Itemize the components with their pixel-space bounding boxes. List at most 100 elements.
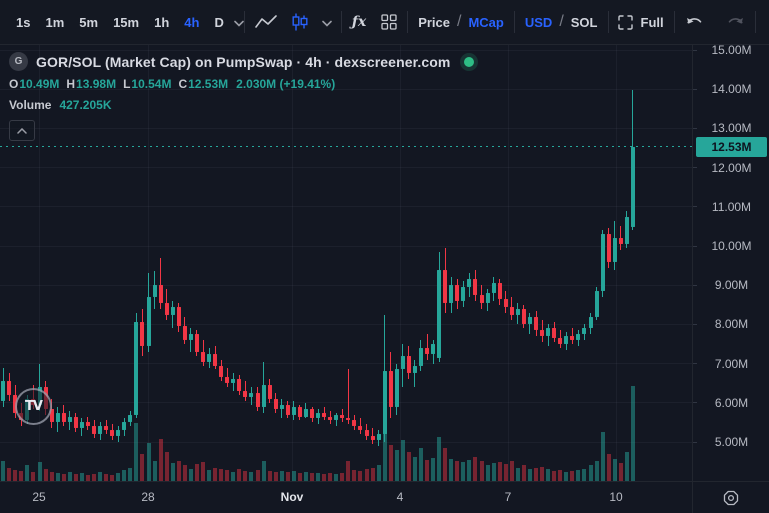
volume-bar	[473, 456, 478, 481]
volume-bar	[412, 456, 417, 481]
candle-body	[316, 412, 321, 419]
chart-type-dropdown-chevron[interactable]	[322, 18, 332, 27]
volume-bar	[152, 460, 157, 481]
volume-bar	[400, 439, 405, 481]
candle-body	[418, 347, 423, 366]
candle-body	[370, 436, 375, 441]
candle-body	[394, 369, 399, 407]
candlestick-chart-type-button[interactable]	[291, 13, 309, 31]
interval-button-5m[interactable]: 5m	[79, 14, 99, 30]
candle-body	[431, 344, 436, 354]
interval-button-15m[interactable]: 15m	[113, 14, 140, 30]
candle-body	[152, 285, 157, 297]
candle-body	[158, 285, 163, 303]
chart-pane[interactable]	[0, 45, 692, 481]
sol-toggle-option[interactable]: SOL	[570, 14, 598, 30]
mcap-toggle-option[interactable]: MCap	[468, 14, 504, 30]
price-axis-label: 8.00M	[714, 317, 749, 332]
axis-corner	[692, 481, 769, 513]
interval-button-D[interactable]: D	[214, 14, 224, 30]
candle-body	[92, 426, 97, 435]
volume-bar	[582, 468, 587, 481]
volume-bar	[346, 460, 351, 481]
gridline-horizontal	[0, 206, 692, 208]
tradingview-logo-glyph: TV	[25, 399, 43, 414]
chart-settings-button[interactable]	[722, 489, 740, 507]
price-axis-label: 13.00M	[711, 121, 752, 136]
toggle-separator: /	[457, 13, 462, 30]
candle-body	[594, 291, 599, 317]
usd-sol-toggle[interactable]: USD / SOL	[515, 13, 608, 31]
volume-bar	[552, 470, 557, 481]
price-axis[interactable]: 15.00M 14.00M 13.00M 12.00M 11.00M 10.00M 9.00…	[692, 45, 769, 481]
candle-body	[340, 414, 345, 419]
candle-body	[310, 408, 314, 419]
interval-group: 1s 1m 5m 15m 1h 4h D	[6, 14, 234, 31]
candle-body	[509, 306, 514, 315]
interval-button-1s[interactable]: 1s	[16, 14, 31, 30]
current-price-badge: 12.53M	[696, 136, 767, 157]
undo-arrow-icon	[686, 18, 701, 24]
volume-bar	[364, 468, 369, 481]
interval-button-1h[interactable]: 1h	[154, 14, 170, 30]
volume-bar	[98, 472, 103, 481]
current-price-line	[0, 146, 692, 148]
candle-body	[104, 426, 109, 431]
volume-bar	[394, 449, 399, 481]
volume-bar	[540, 466, 545, 481]
tradingview-logo[interactable]: TV	[15, 388, 52, 425]
volume-bar	[606, 454, 611, 481]
candle-body	[400, 355, 405, 370]
candle-body	[182, 326, 187, 341]
interval-button-4h[interactable]: 4h	[184, 14, 200, 30]
candle-body	[527, 316, 532, 325]
line-chart-type-button[interactable]	[254, 15, 278, 29]
volume-bar	[176, 460, 181, 481]
candle-body	[134, 322, 139, 415]
indicators-button[interactable]: ƒx	[351, 14, 367, 30]
gridline-vertical	[39, 45, 40, 481]
price-mcap-toggle[interactable]: Price / MCap	[408, 13, 514, 31]
interval-dropdown-chevron[interactable]	[234, 18, 244, 27]
usd-toggle-option[interactable]: USD	[524, 14, 553, 30]
fullscreen-button[interactable]: Full	[609, 14, 674, 31]
ohlc-close: C12.53M	[178, 77, 229, 91]
time-axis[interactable]: 25 28 Nov 4 7 10	[0, 481, 692, 513]
candle-body	[534, 316, 539, 331]
redo-button[interactable]	[725, 15, 746, 29]
gridline-horizontal	[0, 167, 692, 169]
volume-bar	[13, 469, 18, 481]
candle-body	[582, 328, 587, 335]
volume-bar	[225, 469, 230, 481]
volume-bar	[303, 472, 308, 481]
volume-bar	[79, 473, 84, 481]
toolbar-separator	[673, 11, 675, 33]
candle-body	[98, 426, 103, 435]
undo-button[interactable]	[684, 15, 705, 29]
volume-bar	[219, 468, 224, 481]
price-toggle-option[interactable]: Price	[418, 14, 451, 30]
candle-body	[546, 328, 551, 337]
price-axis-tick	[693, 323, 697, 325]
price-axis-label: 14.00M	[711, 82, 752, 97]
gridline-vertical	[400, 45, 401, 481]
volume-bar	[170, 463, 175, 481]
price-axis-label: 7.00M	[714, 356, 749, 371]
interval-button-1m[interactable]: 1m	[45, 14, 65, 30]
volume-bar	[19, 470, 24, 481]
toolbar-separator	[607, 11, 609, 33]
candle-body	[140, 322, 145, 346]
gridline-horizontal	[0, 402, 692, 404]
volume-bar	[310, 472, 314, 481]
price-axis-label: 11.00M	[711, 199, 752, 214]
fx-icon: ƒx	[351, 14, 367, 30]
volume-label: Volume	[9, 98, 52, 112]
candle-body	[491, 283, 496, 294]
layout-grid-button[interactable]	[380, 14, 398, 30]
volume-bar	[285, 472, 290, 481]
volume-bar	[443, 447, 448, 481]
legend-collapse-button[interactable]	[9, 120, 35, 141]
candle-body	[612, 238, 617, 262]
pair-title[interactable]: GOR/SOL (Market Cap) on PumpSwap · 4h · …	[36, 53, 451, 70]
